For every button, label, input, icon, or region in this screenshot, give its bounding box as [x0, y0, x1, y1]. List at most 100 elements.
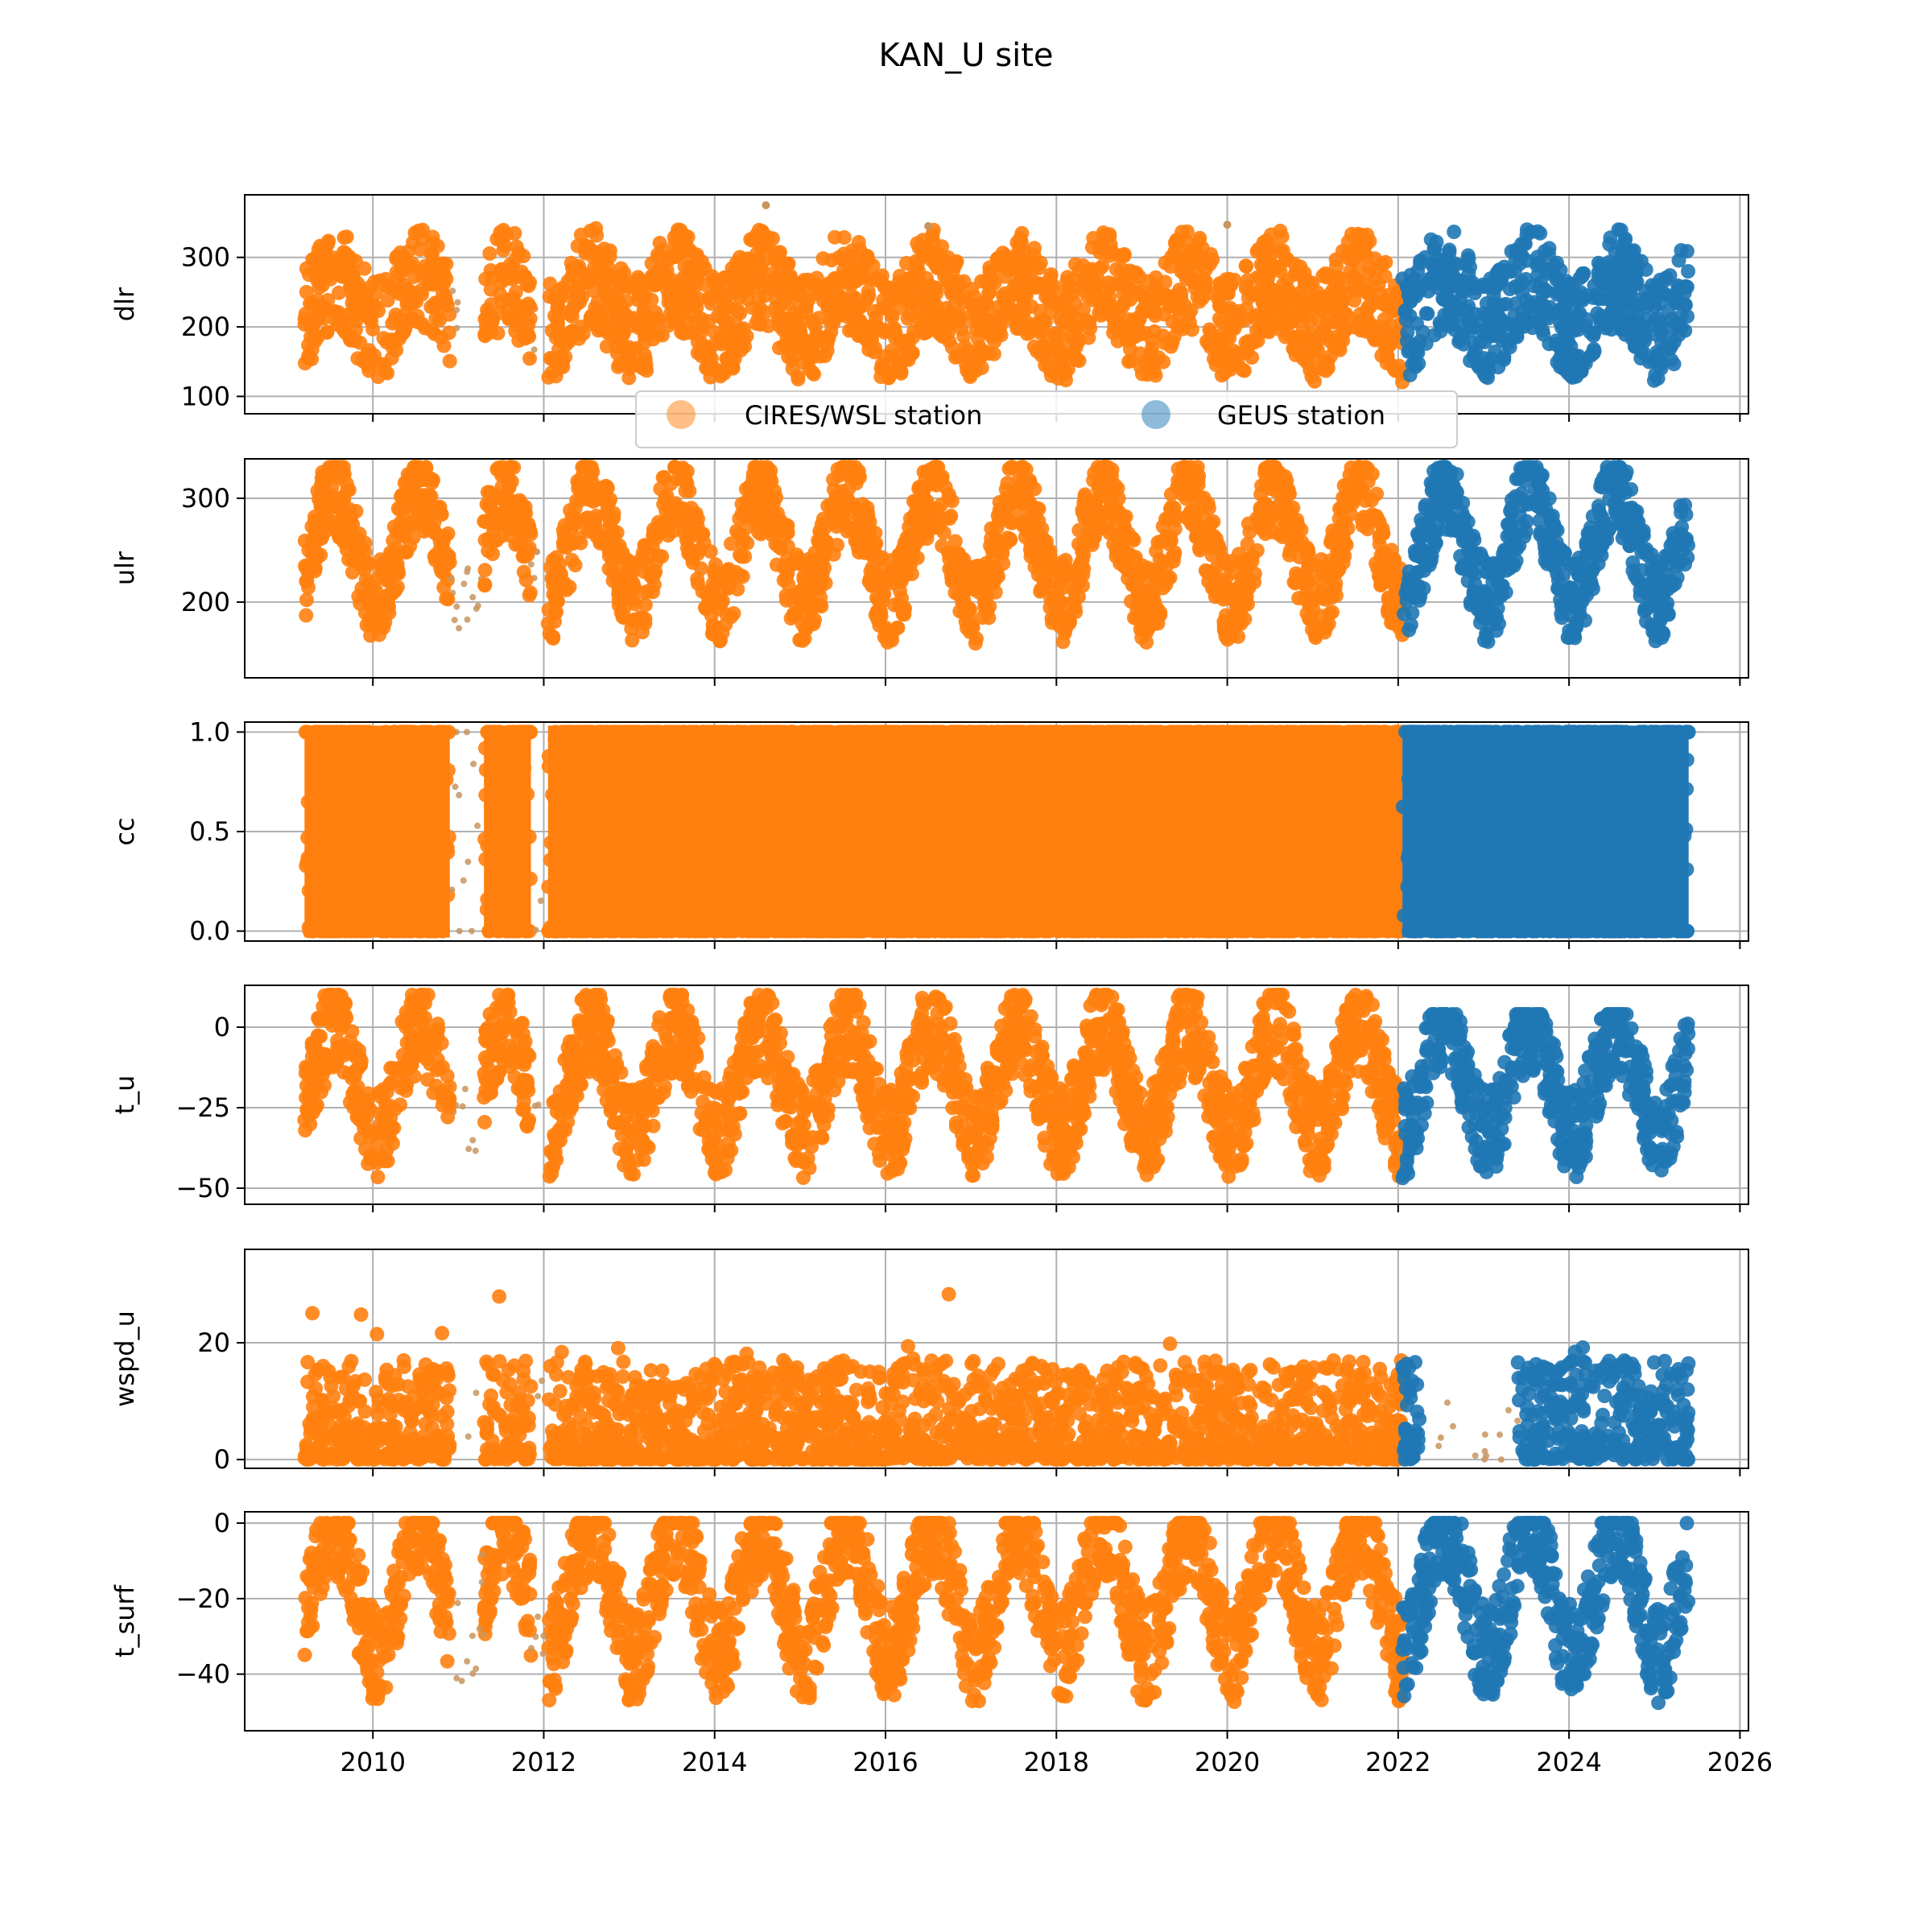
data-point [916, 481, 931, 496]
data-point [1107, 312, 1122, 328]
data-point [1459, 303, 1475, 319]
data-point [1451, 334, 1467, 349]
data-point [1035, 313, 1051, 328]
data-point [774, 279, 789, 295]
data-point [1067, 332, 1083, 347]
points-ulr [297, 460, 1695, 651]
data-point [947, 585, 963, 601]
y-tick-label: 100 [181, 381, 230, 411]
y-tick-label: 300 [181, 242, 230, 273]
data-point [1288, 348, 1303, 362]
data-point [793, 324, 808, 339]
data-point [1519, 292, 1534, 308]
data-point [425, 229, 440, 245]
data-point [1165, 314, 1180, 329]
data-point [869, 590, 884, 605]
data-point [606, 510, 621, 526]
data-point [874, 268, 890, 283]
data-point [503, 460, 518, 475]
data-point [1509, 327, 1524, 342]
data-point [674, 461, 689, 477]
data-point [796, 572, 811, 587]
data-point [427, 505, 442, 519]
data-point [709, 622, 724, 638]
data-point [407, 483, 422, 498]
data-point [650, 247, 665, 262]
data-point [1410, 339, 1425, 354]
data-point [358, 572, 374, 587]
data-point [1360, 461, 1375, 476]
data-point [649, 555, 663, 570]
data-point [1653, 284, 1669, 299]
data-point [856, 270, 871, 286]
data-point [491, 460, 506, 475]
data-point [1318, 592, 1333, 607]
data-point [946, 283, 961, 299]
data-point [1121, 354, 1137, 369]
data-point [1117, 525, 1132, 540]
data-point [1670, 284, 1686, 299]
data-point [1602, 237, 1617, 252]
data-point [795, 617, 810, 631]
data-point [1216, 551, 1231, 566]
data-point [981, 610, 997, 625]
data-point [998, 481, 1013, 497]
data-point [1649, 311, 1665, 326]
data-point [613, 605, 629, 621]
data-point [453, 307, 460, 314]
data-point [981, 286, 996, 301]
data-point [1620, 283, 1635, 298]
data-point [1021, 524, 1036, 539]
data-point [464, 568, 471, 576]
data-point [380, 365, 395, 381]
data-point [581, 239, 597, 254]
data-point [814, 575, 829, 590]
data-point [726, 606, 741, 621]
data-point [861, 335, 876, 350]
data-point [785, 557, 800, 572]
data-point [1163, 259, 1178, 274]
data-point [1251, 287, 1266, 303]
data-point [772, 318, 787, 333]
data-point [454, 299, 461, 306]
data-point [1112, 505, 1127, 520]
data-point [766, 231, 780, 246]
data-point [685, 555, 700, 570]
data-point [836, 493, 852, 508]
data-point [1429, 234, 1444, 250]
data-point [678, 483, 693, 498]
data-point [1408, 359, 1423, 374]
data-point [1289, 566, 1303, 581]
data-point [483, 315, 498, 330]
data-point [691, 511, 705, 526]
data-point [1270, 316, 1286, 331]
data-point [861, 284, 876, 299]
data-point [941, 490, 956, 505]
data-point [1290, 529, 1305, 544]
data-point [442, 353, 457, 369]
data-point [1658, 270, 1674, 286]
data-point [1421, 283, 1436, 299]
data-point [687, 326, 702, 341]
data-point [1149, 572, 1164, 587]
data-point [1258, 497, 1274, 512]
data-point [521, 317, 536, 332]
data-point [824, 324, 839, 340]
data-point [522, 351, 537, 366]
data-point [1637, 319, 1652, 334]
data-point [597, 281, 612, 296]
data-point [1232, 345, 1247, 361]
data-point [562, 534, 577, 549]
data-point [1112, 541, 1127, 555]
data-point [1201, 336, 1216, 351]
data-point [1519, 222, 1534, 237]
points-dlr [297, 200, 1695, 390]
data-point [440, 592, 456, 607]
data-point [1350, 246, 1365, 262]
data-point [1227, 321, 1242, 336]
data-point [1226, 609, 1241, 624]
data-point [1535, 285, 1550, 300]
data-point [1344, 489, 1359, 505]
data-point [1639, 299, 1654, 315]
data-point [1348, 270, 1363, 285]
